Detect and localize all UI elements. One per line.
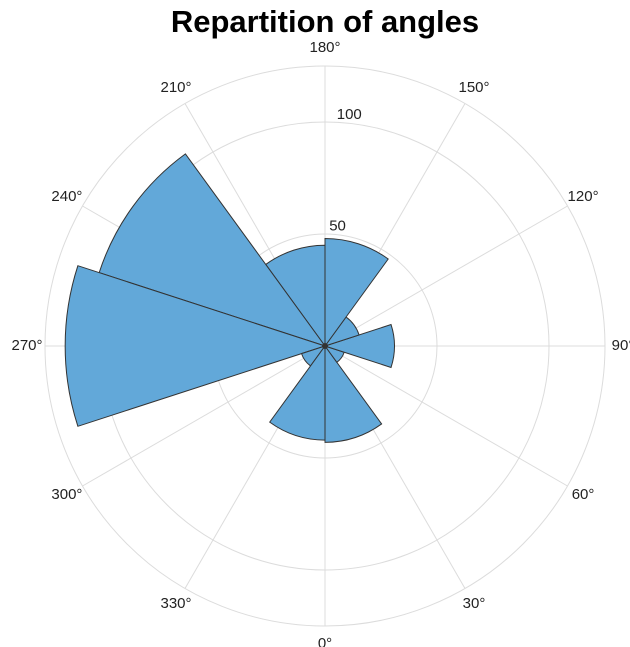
bar — [269, 344, 326, 441]
grid-spoke — [324, 345, 568, 487]
center-dot — [322, 343, 328, 349]
bar — [323, 323, 395, 369]
radial-tick-label: 50 — [329, 218, 346, 235]
bar — [64, 265, 327, 427]
bar — [98, 153, 327, 347]
angle-tick-label: 30° — [463, 595, 486, 612]
angle-tick-label: 150° — [458, 79, 489, 96]
chart-title: Repartition of angles — [171, 4, 479, 39]
bar — [324, 344, 383, 443]
angle-tick-label: 120° — [568, 188, 599, 205]
bar — [324, 237, 389, 348]
grid-spoke — [324, 205, 568, 347]
angle-tick-label: 240° — [51, 188, 82, 205]
angle-tick-label: 0° — [318, 635, 332, 647]
angle-tick-label: 90° — [612, 337, 630, 354]
angle-tick-label: 60° — [572, 486, 595, 503]
grid-spoke — [82, 345, 326, 487]
radial-tick-label: 100 — [337, 106, 362, 123]
angle-tick-label: 300° — [51, 486, 82, 503]
angle-tick-label: 210° — [160, 79, 191, 96]
angle-tick-label: 270° — [11, 337, 42, 354]
angle-tick-label: 180° — [309, 39, 340, 56]
angle-tick-label: 330° — [160, 595, 191, 612]
